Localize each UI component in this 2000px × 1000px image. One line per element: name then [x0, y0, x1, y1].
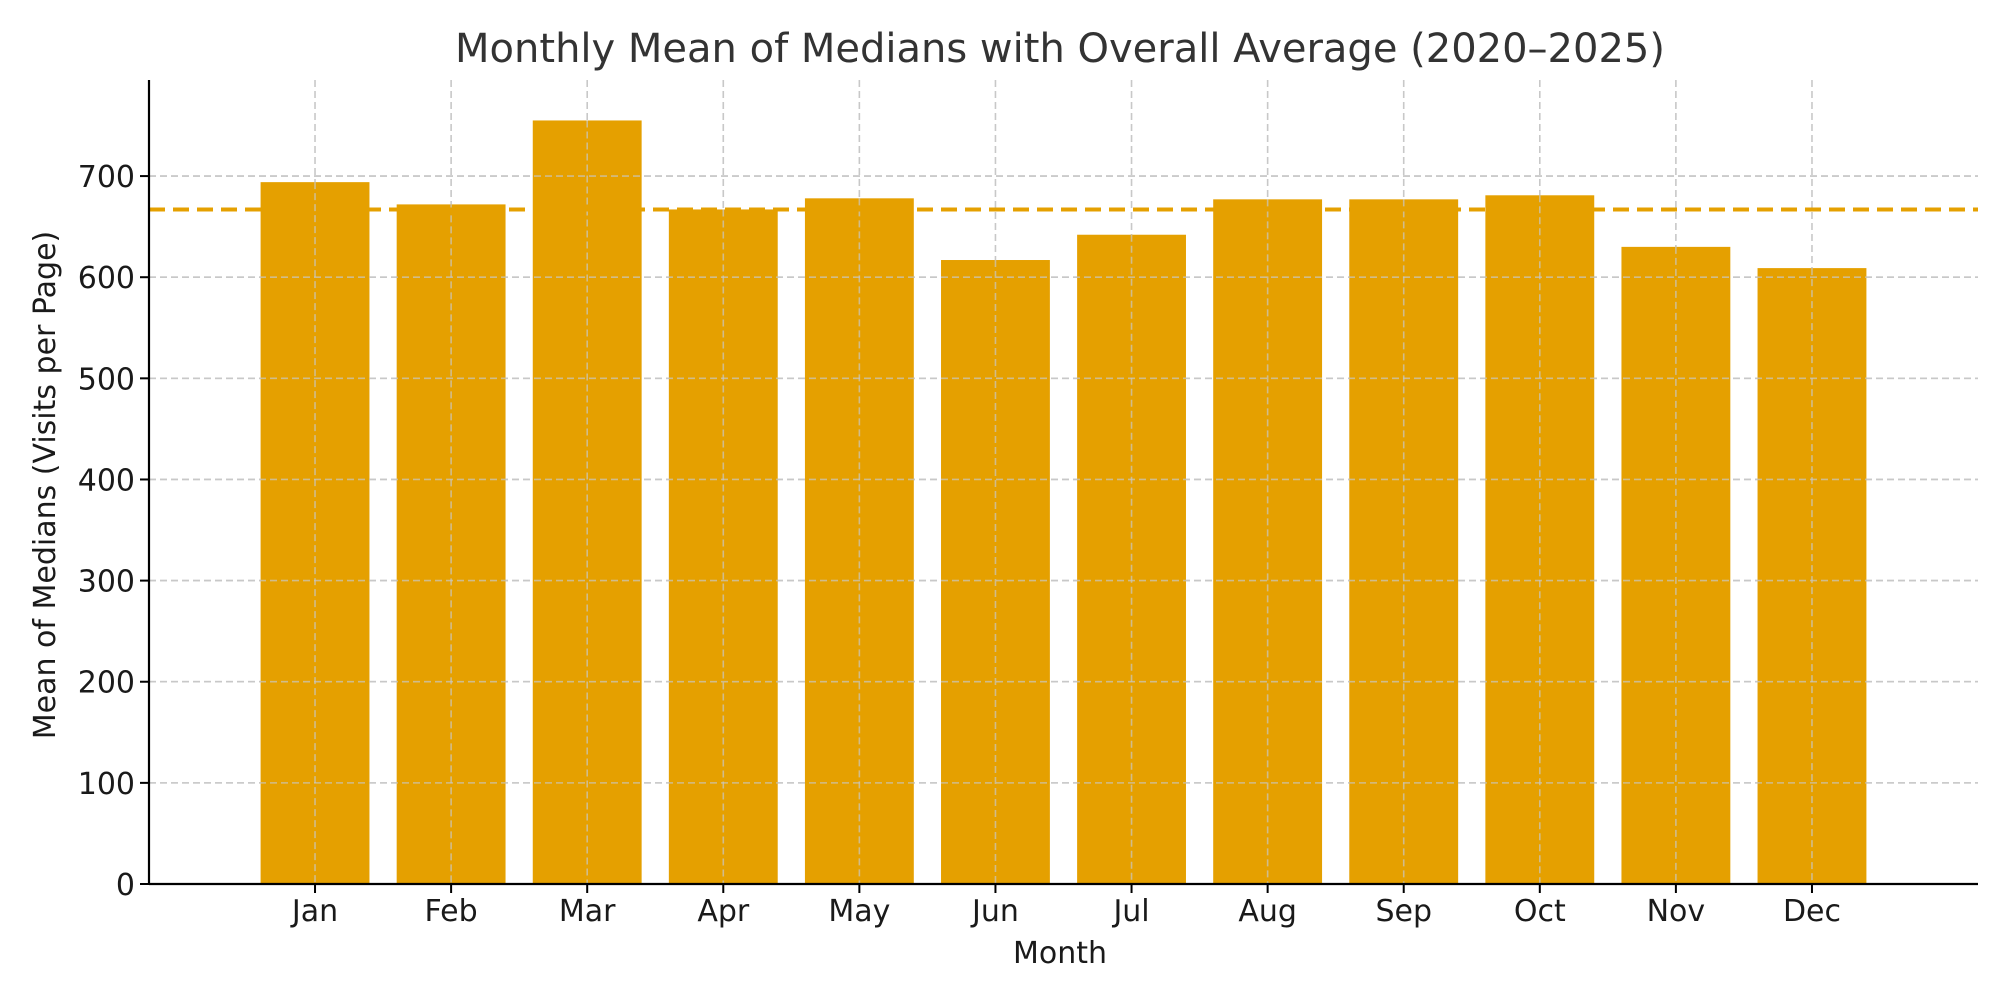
x-tick-label-nov: Nov	[1647, 894, 1706, 929]
x-tick-label-may: May	[828, 894, 890, 929]
y-tick-label: 300	[78, 565, 135, 600]
y-tick-label: 100	[78, 767, 135, 802]
bars	[149, 120, 1978, 885]
y-tick-label: 400	[78, 463, 135, 498]
x-tick-label-oct: Oct	[1514, 894, 1566, 929]
y-tick-label: 600	[78, 261, 135, 296]
x-tick-label-apr: Apr	[697, 894, 750, 929]
x-tick-label-jun: Jun	[970, 894, 1019, 929]
y-ticks: 0 100 200 300 400 500 600 700	[78, 160, 149, 903]
y-tick-label: 700	[78, 160, 135, 195]
chart-title: Monthly Mean of Medians with Overall Ave…	[455, 26, 1665, 72]
x-tick-label-feb: Feb	[425, 894, 478, 929]
x-axis-label: Month	[1013, 936, 1107, 971]
y-axis-label: Mean of Medians (Visits per Page)	[28, 231, 63, 740]
x-tick-label-dec: Dec	[1783, 894, 1841, 929]
axes	[147, 80, 1978, 886]
x-tick-label-jul: Jul	[1111, 894, 1149, 929]
y-tick-label: 200	[78, 666, 135, 701]
x-tick-label-aug: Aug	[1238, 894, 1297, 929]
x-tick-label-jan: Jan	[290, 894, 338, 929]
x-ticks: Jan Feb Mar Apr May Jun Jul Aug Sep Oct Nov Dec	[290, 884, 1841, 929]
x-tick-label-mar: Mar	[559, 894, 616, 929]
y-tick-label: 500	[78, 362, 135, 397]
y-tick-label: 0	[116, 868, 135, 903]
x-tick-label-sep: Sep	[1375, 894, 1432, 929]
